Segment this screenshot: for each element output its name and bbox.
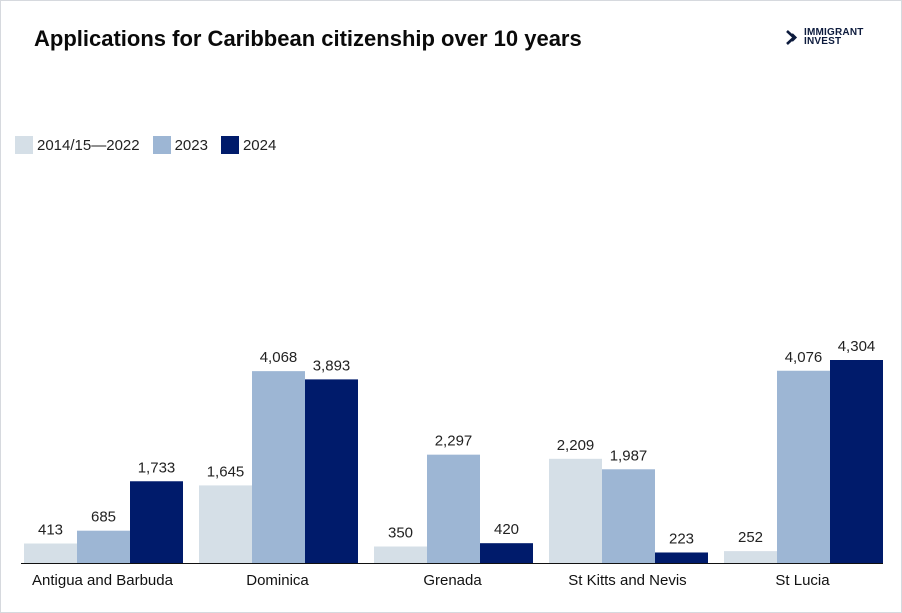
logo-chevron-icon: [786, 29, 798, 45]
data-label: 3,893: [313, 357, 351, 374]
bar-1-0: [199, 485, 252, 563]
bar-3-0: [549, 458, 602, 563]
chart-title: Applications for Caribbean citizenship o…: [34, 26, 582, 51]
data-label: 4,076: [785, 349, 823, 366]
brand-logo: IMMIGRANT INVEST: [786, 27, 864, 47]
x-tick-label: Grenada: [423, 572, 482, 589]
x-tick-label: St Kitts and Nevis: [568, 572, 686, 589]
bar-4-2: [830, 360, 883, 563]
bar-4-0: [724, 551, 777, 563]
bar-0-2: [130, 481, 183, 563]
legend-label: 2024: [242, 136, 277, 154]
bar-2-0: [374, 546, 427, 563]
data-label: 685: [91, 509, 116, 526]
bar-2-2: [480, 543, 533, 563]
x-tick-label: Dominica: [246, 572, 309, 589]
bar-1-2: [305, 379, 358, 563]
data-label: 420: [494, 521, 519, 538]
bar-2-1: [427, 454, 480, 563]
data-label: 4,304: [838, 338, 876, 355]
legend-swatch: [152, 136, 171, 154]
bar-0-1: [77, 530, 130, 563]
bar-3-2: [655, 552, 708, 563]
legend-swatch: [15, 136, 33, 154]
bar-0-0: [24, 543, 77, 563]
data-label: 223: [669, 530, 694, 547]
bar-4-1: [777, 370, 830, 563]
data-label: 2,297: [435, 433, 473, 450]
logo-wordmark: IMMIGRANT INVEST: [804, 27, 864, 47]
data-label: 350: [388, 524, 413, 541]
legend-item-0: 2014/15—2022: [15, 136, 140, 154]
logo-line-1: IMMIGRANT: [804, 27, 864, 38]
x-tick-label: Antigua and Barbuda: [32, 572, 174, 589]
chart-legend: 2014/15—2022 2023 2024: [15, 136, 289, 154]
data-label: 1,733: [138, 459, 176, 476]
bar-3-1: [602, 469, 655, 563]
legend-item-2: 2024: [220, 136, 277, 154]
x-tick-label: St Lucia: [775, 572, 830, 589]
legend-swatch: [220, 136, 239, 154]
bar-1-1: [252, 371, 305, 563]
legend-item-1: 2023: [152, 136, 208, 154]
logo-line-2: INVEST: [804, 36, 842, 47]
data-label: 1,645: [207, 463, 245, 480]
legend-label: 2023: [174, 136, 208, 154]
data-label: 413: [38, 522, 63, 539]
data-label: 252: [738, 529, 763, 546]
legend-label: 2014/15—2022: [37, 136, 140, 154]
data-label: 1,987: [610, 447, 648, 464]
data-label: 2,209: [557, 437, 595, 454]
data-label: 4,068: [260, 349, 298, 366]
